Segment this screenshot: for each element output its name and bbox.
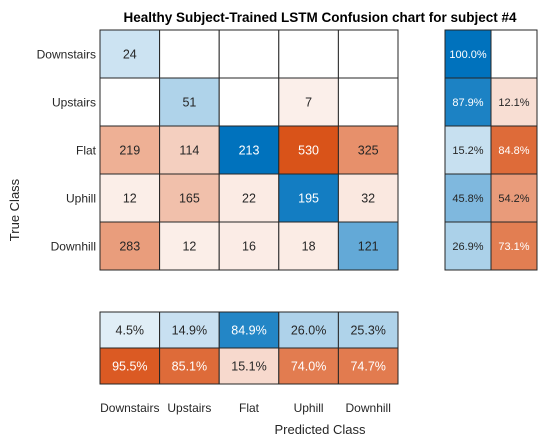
matrix-cell bbox=[278, 29, 339, 79]
matrix-cell bbox=[99, 221, 161, 271]
matrix-cell-value: 12 bbox=[182, 240, 196, 254]
row-summary-cell bbox=[490, 29, 538, 79]
column-summary-cell bbox=[99, 311, 161, 349]
matrix-cell-value: 165 bbox=[179, 192, 200, 206]
column-summary-cells: 4.5% 95.5% 14.9% 85.1% 84.9% 15.1% 26.0% 74.0% 2… bbox=[99, 311, 399, 385]
row-summary-value: 26.9% bbox=[452, 241, 483, 253]
row-summary-cell bbox=[490, 221, 538, 271]
column-summary-value: 25.3% bbox=[350, 324, 385, 338]
matrix-cell-value: 114 bbox=[179, 144, 199, 158]
y-tick-label: Downstairs bbox=[37, 48, 96, 62]
matrix-cell-value: 530 bbox=[298, 144, 319, 158]
row-summary-value: 87.9% bbox=[452, 97, 483, 109]
row-summary-value: 15.2% bbox=[452, 145, 483, 157]
chart-title: Healthy Subject-Trained LSTM Confusion c… bbox=[123, 10, 517, 25]
y-tick-label: Downhill bbox=[51, 240, 96, 254]
matrix-cell-value: 18 bbox=[302, 240, 316, 254]
matrix-cell-value: 195 bbox=[298, 192, 319, 206]
x-axis-label: Predicted Class bbox=[274, 422, 366, 437]
matrix-cell-value: 7 bbox=[305, 96, 312, 110]
column-summary-value: 15.1% bbox=[231, 360, 266, 374]
row-summary-cell bbox=[444, 29, 492, 79]
row-summary-value: 73.1% bbox=[498, 241, 529, 253]
column-summary-value: 14.9% bbox=[172, 324, 207, 338]
row-summary-value: 54.2% bbox=[498, 193, 529, 205]
matrix-cell bbox=[337, 221, 399, 271]
column-summary-cell bbox=[337, 347, 399, 385]
matrix-cell bbox=[337, 77, 399, 127]
y-tick-label: Upstairs bbox=[52, 96, 96, 110]
x-tick-labels: Downstairs Upstairs Flat Uphill Downhill bbox=[100, 401, 391, 415]
column-summary-cell bbox=[278, 347, 339, 385]
column-summary-value: 84.9% bbox=[231, 324, 266, 338]
matrix-cell bbox=[159, 173, 220, 223]
x-tick-label: Downstairs bbox=[100, 401, 159, 415]
row-summary-cell bbox=[490, 77, 538, 127]
matrix-cells: 24 51 7 219 114 213 530 325 12 165 22 195 32 283 12 16 1… bbox=[99, 29, 399, 271]
y-tick-label: Flat bbox=[76, 144, 97, 158]
matrix-cell-value: 22 bbox=[242, 192, 256, 206]
matrix-cell-value: 51 bbox=[182, 96, 196, 110]
row-summary-value: 84.8% bbox=[498, 145, 529, 157]
column-summary-value: 74.0% bbox=[291, 360, 326, 374]
matrix-cell bbox=[218, 29, 280, 79]
matrix-cell-value: 12 bbox=[123, 192, 137, 206]
matrix-cell bbox=[159, 77, 220, 127]
column-summary-value: 74.7% bbox=[350, 360, 385, 374]
y-tick-labels: Downstairs Upstairs Flat Uphill Downhill bbox=[37, 48, 97, 254]
matrix-cell bbox=[218, 125, 280, 175]
x-tick-label: Downhill bbox=[346, 401, 391, 415]
matrix-cell-value: 325 bbox=[358, 144, 379, 158]
matrix-cell-value: 16 bbox=[242, 240, 256, 254]
column-summary-value: 4.5% bbox=[116, 324, 145, 338]
matrix-cell-value: 32 bbox=[361, 192, 375, 206]
row-summary-cell bbox=[444, 77, 492, 127]
column-summary-value: 26.0% bbox=[291, 324, 326, 338]
x-tick-label: Upstairs bbox=[167, 401, 211, 415]
matrix-cell-value: 219 bbox=[119, 144, 140, 158]
column-summary-cell bbox=[337, 311, 399, 349]
row-summary-value: 100.0% bbox=[449, 49, 487, 61]
matrix-cell-value: 213 bbox=[239, 144, 260, 158]
matrix-cell bbox=[337, 29, 399, 79]
row-summary-cells: 100.0% 87.9% 12.1% 15.2% 84.8% 45.8% 54.2% 26.9… bbox=[444, 29, 538, 271]
matrix-cell-value: 24 bbox=[123, 48, 137, 62]
row-summary-value: 12.1% bbox=[498, 97, 529, 109]
y-axis-label: True Class bbox=[7, 178, 22, 241]
column-summary-cell bbox=[159, 347, 220, 385]
row-summary-value: 45.8% bbox=[452, 193, 483, 205]
matrix-cell bbox=[278, 173, 339, 223]
matrix-cell bbox=[218, 77, 280, 127]
matrix-cell bbox=[278, 221, 339, 271]
y-tick-label: Uphill bbox=[66, 192, 96, 206]
matrix-cell bbox=[99, 29, 161, 79]
matrix-cell-value: 283 bbox=[119, 240, 140, 254]
matrix-cell-value: 121 bbox=[358, 240, 379, 254]
matrix-cell bbox=[99, 77, 161, 127]
matrix-cell bbox=[278, 77, 339, 127]
column-summary-value: 95.5% bbox=[112, 360, 147, 374]
x-tick-label: Uphill bbox=[294, 401, 324, 415]
matrix-cell bbox=[337, 125, 399, 175]
matrix-cell bbox=[159, 29, 220, 79]
x-tick-label: Flat bbox=[239, 401, 260, 415]
row-summary-cell bbox=[490, 125, 538, 175]
row-summary-cell bbox=[444, 125, 492, 175]
column-summary-cell bbox=[99, 347, 161, 385]
matrix-cell bbox=[218, 221, 280, 271]
column-summary-value: 85.1% bbox=[172, 360, 207, 374]
